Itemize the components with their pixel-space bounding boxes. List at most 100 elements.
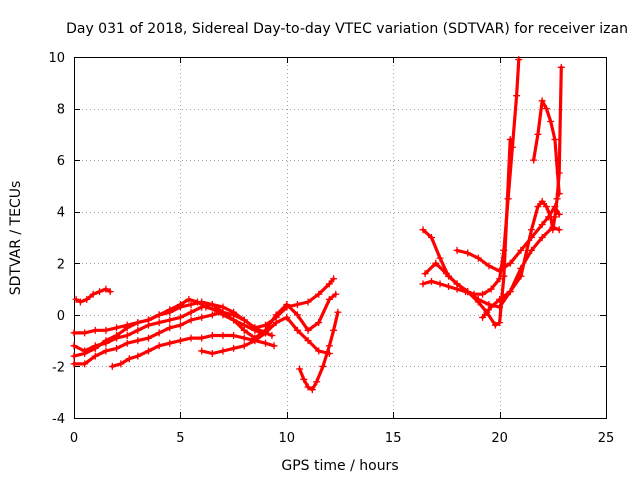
data-point [304,383,312,391]
data-point [70,342,78,350]
data-point [96,288,104,296]
data-point [557,63,565,71]
data-point [496,267,504,275]
x-tick-label: 15 [385,431,402,446]
data-point [551,213,559,221]
data-point [474,254,482,262]
data-point [528,246,536,254]
data-point [315,290,323,298]
y-axis-tick-labels: -4 -2 0 2 4 6 8 10 [48,51,65,427]
series-line [72,292,338,358]
data-point [542,105,550,113]
data-point [144,347,152,355]
data-point [419,280,427,288]
data-point [487,285,495,293]
data-point [513,92,521,100]
data-point [125,355,133,363]
y-axis-label: SDTVAR / TECUs [8,181,24,296]
data-point [300,375,308,383]
y-tick-label: -2 [52,360,65,375]
data-point [89,290,97,298]
x-axis-tick-labels: 0 5 10 15 20 25 [70,431,614,446]
data-point [500,272,508,280]
data-series-layer [70,56,565,394]
data-point [144,316,152,324]
data-point [102,337,110,345]
data-point [436,254,444,262]
data-point [176,337,184,345]
data-point [102,326,110,334]
data-series-arc-13 [479,63,565,321]
data-point [102,347,110,355]
data-point [144,334,152,342]
data-point [123,331,131,339]
data-point [251,337,259,345]
data-point [155,319,163,327]
data-point [479,290,487,298]
data-point [453,280,461,288]
grid-lines [74,57,606,418]
data-point [176,313,184,321]
data-point [155,329,163,337]
data-point [293,301,301,309]
x-tick-label: 20 [491,431,508,446]
chart-title: Day 031 of 2018, Sidereal Day-to-day VTE… [66,21,628,37]
data-point [134,326,142,334]
data-point [208,331,216,339]
data-point [547,117,555,125]
data-point [219,308,227,316]
data-point [187,301,195,309]
plot-frame [74,57,607,419]
data-point [315,347,323,355]
data-point [479,313,487,321]
data-point [293,326,301,334]
data-point [176,321,184,329]
data-point [270,342,278,350]
data-point [496,295,504,303]
data-point [134,319,142,327]
data-point [176,303,184,311]
data-point [330,326,338,334]
data-point [551,136,559,144]
data-point [325,295,333,303]
data-point [453,246,461,254]
data-point [325,342,333,350]
data-point [538,97,546,105]
x-axis-label: GPS time / hours [281,458,398,474]
series-line [421,137,512,327]
data-point [134,337,142,345]
data-point [108,362,116,370]
data-point [528,226,536,234]
data-point [262,339,270,347]
data-point [113,344,121,352]
data-point [198,334,206,342]
data-point [534,203,542,211]
data-point [208,350,216,358]
data-point [185,295,193,303]
data-point [198,313,206,321]
data-series-arc-14 [530,97,563,198]
data-point [240,342,248,350]
data-point [432,259,440,267]
data-point [155,342,163,350]
data-point [113,324,121,332]
data-series-arc-5 [70,275,338,368]
data-point [549,226,557,234]
data-point [198,347,206,355]
data-point [208,301,216,309]
data-point [296,365,304,373]
y-tick-label: 4 [57,206,65,221]
data-point [283,303,291,311]
data-point [70,329,78,337]
data-point [230,331,238,339]
data-point [91,352,99,360]
data-point [230,344,238,352]
data-point [538,234,546,241]
data-point [530,156,538,164]
data-point [332,290,340,298]
data-point [123,339,131,347]
data-point [272,319,280,327]
series-line [481,65,563,319]
data-point [436,280,444,288]
data-point [81,329,89,337]
